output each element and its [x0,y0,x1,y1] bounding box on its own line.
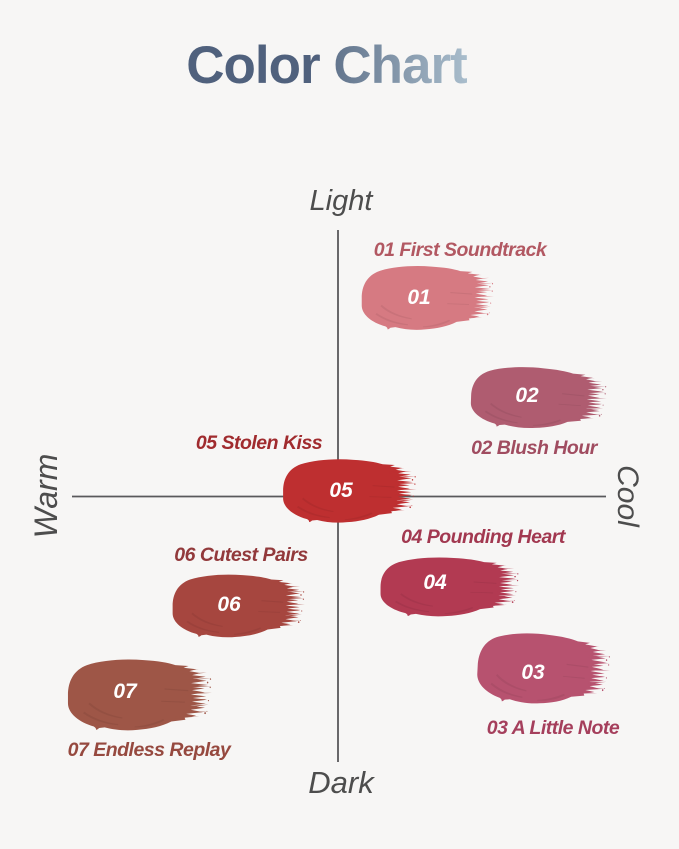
svg-text:07 Endless Replay: 07 Endless Replay [68,739,232,761]
svg-text:01 First Soundtrack: 01 First Soundtrack [374,239,548,261]
svg-text:Cool: Cool [611,465,644,528]
svg-text:03 A Little Note: 03 A Little Note [487,717,620,739]
svg-text:04 Pounding Heart: 04 Pounding Heart [401,526,567,548]
svg-text:02: 02 [515,384,539,407]
svg-text:Dark: Dark [308,765,375,800]
svg-text:05 Stolen Kiss: 05 Stolen Kiss [196,432,323,454]
svg-text:02 Blush Hour: 02 Blush Hour [471,437,599,459]
svg-text:07: 07 [113,680,138,703]
svg-text:01: 01 [407,286,430,309]
svg-text:06 Cutest Pairs: 06 Cutest Pairs [174,544,308,566]
svg-text:Warm: Warm [28,454,64,539]
svg-text:06: 06 [217,593,241,616]
svg-text:Light: Light [310,185,375,217]
svg-text:05: 05 [329,479,353,502]
svg-text:04: 04 [423,571,447,594]
svg-text:03: 03 [521,661,545,684]
